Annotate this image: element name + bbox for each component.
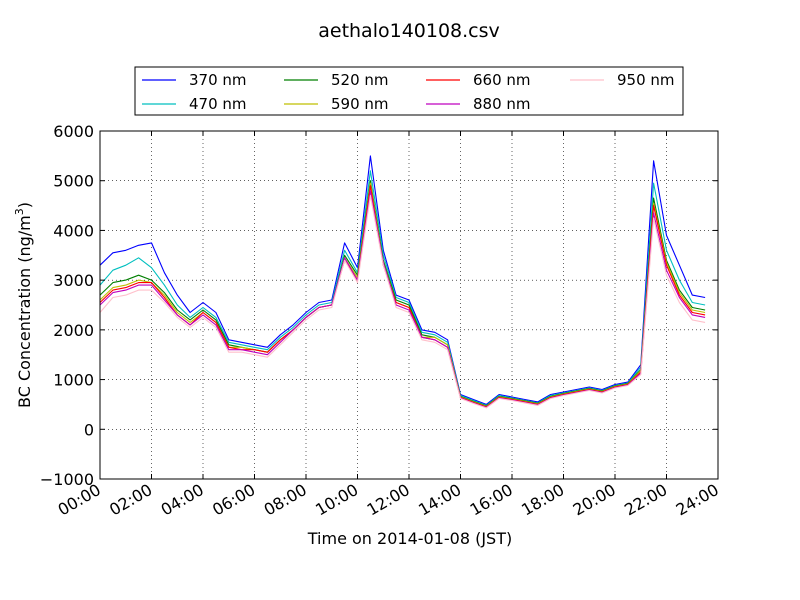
series-line-520-nm — [99, 180, 706, 407]
series-line-880-nm — [99, 190, 706, 408]
x-tick-label: 12:00 — [364, 480, 413, 520]
x-tick-label: 06:00 — [209, 480, 258, 520]
legend-label: 590 nm — [331, 95, 389, 113]
chart-title: aethalo140108.csv — [318, 20, 500, 42]
x-tick-label: 14:00 — [415, 480, 464, 520]
legend: 370 nm 470 nm 520 nm 590 nm 660 nm 880 nm 950 … — [134, 66, 684, 116]
legend-label: 370 nm — [189, 71, 247, 89]
y-tick-label: 3000 — [53, 271, 94, 290]
axis-ticks: 00:00 02:00 04:00 06:00 08:00 10:00 12:00 14:00… — [40, 122, 722, 520]
x-tick-label: 16:00 — [467, 480, 516, 520]
y-tick-label: 5000 — [53, 172, 94, 191]
y-tick-label: 2000 — [53, 321, 94, 340]
series-line-590-nm — [99, 182, 706, 407]
x-tick-label: 02:00 — [106, 480, 155, 520]
legend-label: 950 nm — [617, 71, 675, 89]
legend-label: 470 nm — [189, 95, 247, 113]
legend-box — [134, 66, 684, 116]
legend-label: 880 nm — [473, 95, 531, 113]
x-tick-label: 04:00 — [158, 480, 207, 520]
x-tick-label: 10:00 — [312, 480, 361, 520]
series-line-950-nm — [99, 195, 706, 409]
legend-label: 520 nm — [331, 71, 389, 89]
y-tick-label: 6000 — [53, 122, 94, 141]
y-tick-label: 1000 — [53, 371, 94, 390]
legend-label: 660 nm — [473, 71, 531, 89]
series-line-470-nm — [99, 170, 706, 406]
x-tick-label: 18:00 — [518, 480, 567, 520]
y-tick-label: 0 — [84, 420, 94, 439]
y-tick-label: −1000 — [40, 470, 94, 489]
series-line-660-nm — [99, 185, 706, 408]
series-line-370-nm — [99, 155, 706, 405]
x-tick-label: 22:00 — [621, 480, 670, 520]
y-tick-label: 4000 — [53, 221, 94, 240]
x-tick-label: 08:00 — [261, 480, 310, 520]
series-lines — [99, 155, 706, 409]
x-tick-label: 24:00 — [673, 480, 722, 520]
y-axis-label: BC Concentration (ng/m3) — [13, 202, 34, 408]
x-axis-label: Time on 2014-01-08 (JST) — [307, 529, 512, 548]
x-tick-label: 20:00 — [570, 480, 619, 520]
